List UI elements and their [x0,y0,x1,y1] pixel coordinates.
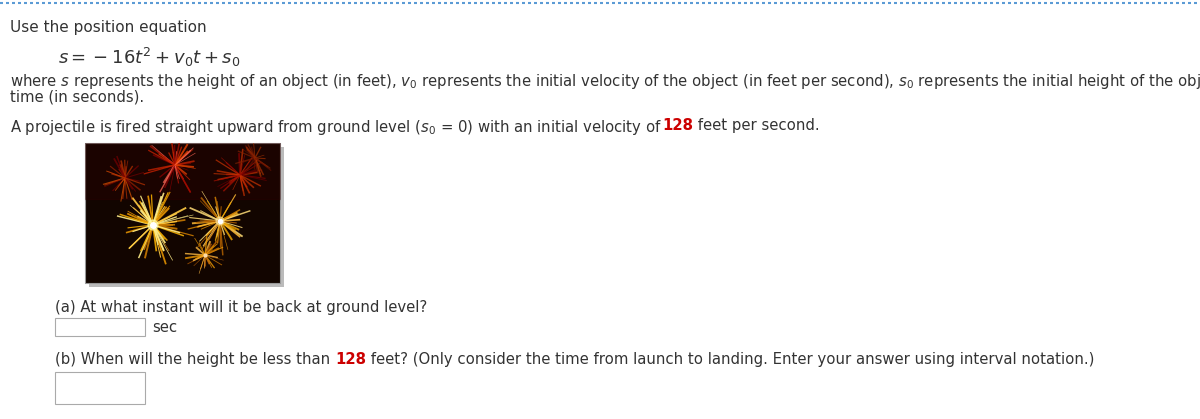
Text: Use the position equation: Use the position equation [10,20,206,35]
Text: 128: 128 [335,352,366,367]
Text: time (in seconds).: time (in seconds). [10,90,144,105]
Bar [55,318,145,336]
Text: (b) When will the height be less than: (b) When will the height be less than [55,352,335,367]
Bar [55,372,145,404]
Text: $s = -16t^{2} + v_{0}t + s_{0}$: $s = -16t^{2} + v_{0}t + s_{0}$ [58,46,240,69]
Text: 128: 128 [662,118,692,133]
Text: A projectile is fired straight upward from ground level ($s_0$ = 0) with an init: A projectile is fired straight upward fr… [10,118,662,137]
Bar [85,143,280,283]
Text: (a) At what instant will it be back at ground level?: (a) At what instant will it be back at g… [55,300,427,315]
Text: sec: sec [152,320,178,334]
Circle shape [148,220,158,230]
FancyBboxPatch shape [89,147,284,287]
Text: where $s$ represents the height of an object (in feet), $v_0$ represents the ini: where $s$ represents the height of an ob… [10,72,1200,91]
Circle shape [216,217,224,225]
Text: feet? (Only consider the time from launch to landing. Enter your answer using in: feet? (Only consider the time from launc… [366,352,1094,367]
Text: feet per second.: feet per second. [692,118,820,133]
